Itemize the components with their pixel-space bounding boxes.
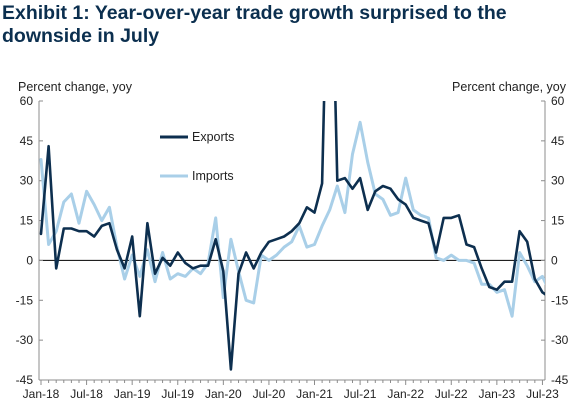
x-tick-label: Jan-19 [114, 387, 151, 401]
left-tick-label: -15 [16, 293, 34, 307]
right-tick-label: -45 [551, 373, 569, 387]
x-tick-label: Jan-20 [205, 387, 242, 401]
x-tick-label: Jan-21 [296, 387, 333, 401]
left-tick-label: 45 [20, 134, 34, 148]
left-tick-label: 30 [20, 174, 34, 188]
x-tick-label: Jan-23 [479, 387, 516, 401]
left-tick-label: 0 [26, 253, 33, 267]
axes [38, 100, 546, 385]
right-tick-label: 15 [551, 214, 565, 228]
x-tick-label: Jul-22 [435, 387, 468, 401]
series-line-exports [39, 101, 545, 371]
x-tick-label: Jul-21 [344, 387, 377, 401]
right-tick-label: -30 [551, 333, 569, 347]
left-tick-label: -30 [16, 333, 34, 347]
chart-title: Exhibit 1: Year-over-year trade growth s… [2, 2, 507, 47]
legend-label-imports: Imports [192, 169, 234, 183]
left-tick-label: 60 [20, 94, 34, 108]
x-tick-label: Jul-20 [253, 387, 286, 401]
right-tick-label: 60 [551, 94, 565, 108]
series-line-imports [39, 120, 545, 318]
left-tick-label: -45 [16, 373, 34, 387]
right-tick-label: 30 [551, 174, 565, 188]
left-axis-title: Percent change, yoy [18, 80, 133, 94]
right-tick-label: 45 [551, 134, 565, 148]
x-tick-label: Jul-19 [161, 387, 194, 401]
legend-label-exports: Exports [192, 130, 234, 144]
axis-labels: 60 60 45 45 30 30 15 15 0 0 -15 -15 -30 -30 -45 -45 Perc… [16, 80, 569, 401]
x-tick-label: Jan-18 [23, 387, 60, 401]
x-tick-label: Jan-22 [387, 387, 424, 401]
right-tick-label: 0 [551, 253, 558, 267]
right-axis-title: Percent change, yoy [452, 80, 567, 94]
left-tick-label: 15 [20, 214, 34, 228]
x-tick-label: Jul-23 [526, 387, 559, 401]
x-tick-label: Jul-18 [70, 387, 103, 401]
legend: Exports Imports [160, 130, 234, 183]
series-lines [39, 101, 545, 371]
right-tick-label: -15 [551, 293, 569, 307]
